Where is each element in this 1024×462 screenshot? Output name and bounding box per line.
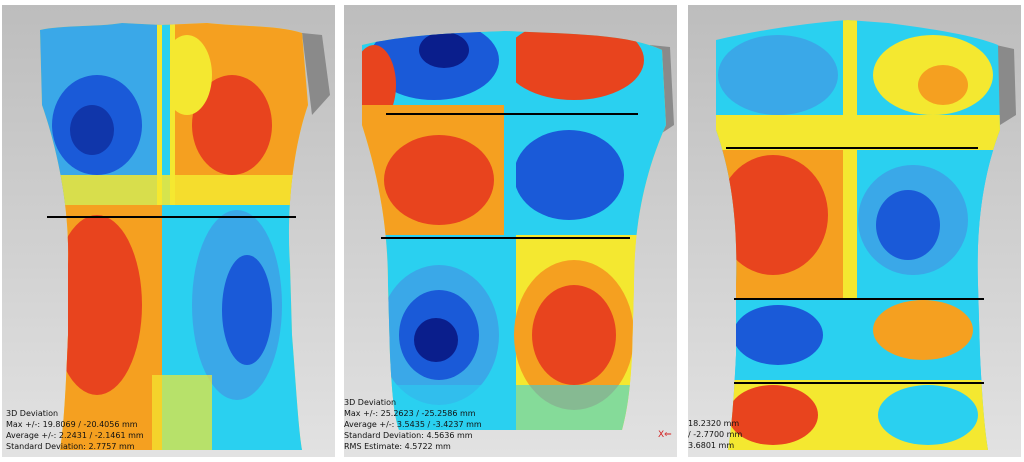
scan-edge-shadow xyxy=(302,33,330,115)
deviation-readout-2: 3D Deviation Max +/-: 25.2623 / -25.2586… xyxy=(344,397,482,452)
readout-average: / -2.7700 mm xyxy=(688,430,743,439)
readout-max: Max +/-: 19.8069 / -20.4056 mm xyxy=(6,420,138,429)
x-axis-label: X xyxy=(658,430,665,440)
deviation-map-panel-1: 3D Deviation Max +/-: 19.8069 / -20.4056… xyxy=(2,5,335,457)
axis-arrow-icon: ⇐ xyxy=(664,430,672,440)
readout-title: 3D Deviation xyxy=(6,409,59,418)
deviation-colors-2 xyxy=(362,31,666,430)
readout-average: Average +/-: 3.5435 / -3.4237 mm xyxy=(344,420,482,429)
deviation-map-panel-3: 18.2320 mm / -2.7700 mm 3.6801 mm xyxy=(688,5,1021,457)
deviation-readout-1: 3D Deviation Max +/-: 19.8069 / -20.4056… xyxy=(6,408,144,452)
readout-max: Max +/-: 25.2623 / -25.2586 mm xyxy=(344,409,476,418)
readout-average: Average +/-: 2.2431 / -2.1461 mm xyxy=(6,431,144,440)
deviation-readout-3: 18.2320 mm / -2.7700 mm 3.6801 mm xyxy=(688,418,742,451)
readout-std: 3.6801 mm xyxy=(688,441,735,450)
readout-max: 18.2320 mm xyxy=(688,419,740,428)
x-axis-marker: X⇐ xyxy=(658,430,672,440)
deviation-colors-3 xyxy=(716,20,1000,450)
readout-rms: RMS Estimate: 4.5722 mm xyxy=(344,442,451,451)
torso-heatmap-3 xyxy=(688,5,1021,457)
readout-title: 3D Deviation xyxy=(344,398,397,407)
scan-edge-shadow xyxy=(996,45,1016,125)
readout-std: Standard Deviation: 2.7757 mm xyxy=(6,442,135,451)
torso-heatmap-2 xyxy=(344,5,677,457)
readout-std: Standard Deviation: 4.5636 mm xyxy=(344,431,473,440)
deviation-map-panel-2: 3D Deviation Max +/-: 25.2623 / -25.2586… xyxy=(344,5,677,457)
torso-heatmap-1 xyxy=(2,5,335,457)
